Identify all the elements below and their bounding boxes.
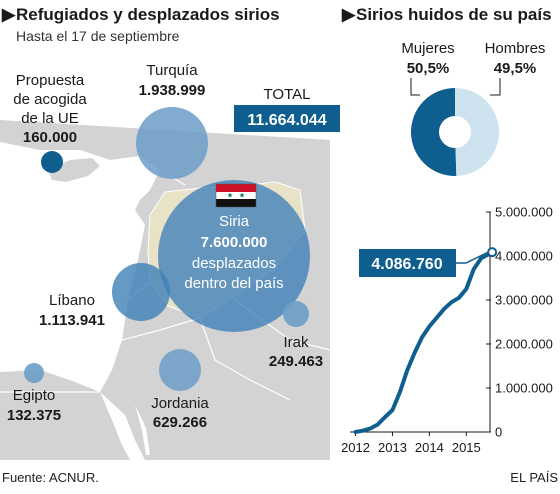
bubble-egipto [24,363,44,383]
series-last-point [487,247,498,258]
y-tick-label: 1.000.000 [495,381,553,396]
y-tick-label: 3.000.000 [495,293,553,308]
y-axis: 0 1.000.000 2.000.000 3.000.000 4.000.000 5.0… [486,205,553,440]
footer-brand: EL PAÍS [510,470,558,485]
y-tick-label: 5.000.000 [495,205,553,220]
right-panel-title: Sirios huidos de su país [356,5,552,24]
jordania-value: 629.266 [153,414,207,431]
callout-value: 4.086.760 [371,256,442,273]
pie-leader-mujeres [410,78,420,96]
eu-label-line1: Propuesta [16,72,85,89]
map-cyprus [48,158,100,182]
irak-value: 249.463 [269,353,323,370]
right-panel-bullet-icon: ▶ [341,5,356,24]
irak-label: Irak [283,334,309,351]
x-tick-label: 2014 [415,440,444,455]
total-label: TOTAL [264,86,311,103]
turquia-label: Turquía [146,62,198,79]
bubble-irak [283,301,309,327]
bubbles [24,107,310,391]
footer-source: Fuente: ACNUR. [2,470,99,485]
siria-value: 7.600.000 [201,234,268,251]
refugees-line-chart: 0 1.000.000 2.000.000 3.000.000 4.000.000 5.0… [341,205,553,456]
bubble-siria [158,180,310,332]
pie-label-hombres: Hombres [485,40,546,57]
total-value: 11.664.044 [247,112,326,129]
siria-desc-line1: desplazados [192,255,276,272]
x-tick-label: 2015 [452,440,481,455]
x-axis: 2012 2013 2014 2015 [341,431,490,455]
y-tick-label: 4.000.000 [495,249,553,264]
svg-text:★: ★ [227,192,233,200]
total-box [234,105,340,132]
line-series [353,247,498,434]
siria-desc-line2: dentro del país [184,275,283,292]
left-panel-title: Refugiados y desplazados sirios [16,5,280,24]
bubble-ue [41,151,63,173]
x-tick-label: 2012 [341,440,370,455]
syria-flag-icon: ★ ★ [215,183,257,208]
eu-label-line2: de acogida [13,91,87,108]
map-aqaba [135,405,150,455]
siria-label: Siria [219,213,250,230]
bubble-turquia [136,107,208,179]
series-line [353,250,495,434]
pie-label-mujeres: Mujeres [401,40,454,57]
x-tick-label: 2013 [378,440,407,455]
egipto-value: 132.375 [7,407,61,424]
left-panel-bullet-icon: ▶ [1,5,16,24]
gender-donut-chart [411,88,500,176]
pie-leader-hombres [490,78,501,96]
y-tick-label: 2.000.000 [495,337,553,352]
pie-value-mujeres: 50,5% [407,60,450,77]
pie-value-hombres: 49,5% [494,60,537,77]
egipto-label: Egipto [13,387,56,404]
eu-label-line3: de la UE [21,110,79,127]
callout-leader [456,251,489,264]
callout-box [359,249,456,277]
bubble-jordania [159,349,201,391]
y-tick-label: 0 [495,425,502,440]
pie-slice-mujeres [411,88,457,176]
turquia-value: 1.938.999 [139,82,206,99]
map-red-sea [100,392,145,460]
bubble-libano [112,263,170,321]
libano-label: Líbano [49,292,95,309]
left-panel-subtitle: Hasta el 17 de septiembre [16,28,180,44]
svg-text:★: ★ [239,192,245,200]
eu-value: 160.000 [23,129,77,146]
libano-value: 1.113.941 [39,312,105,329]
jordania-label: Jordania [151,395,209,412]
pie-slice-hombres [455,88,500,176]
